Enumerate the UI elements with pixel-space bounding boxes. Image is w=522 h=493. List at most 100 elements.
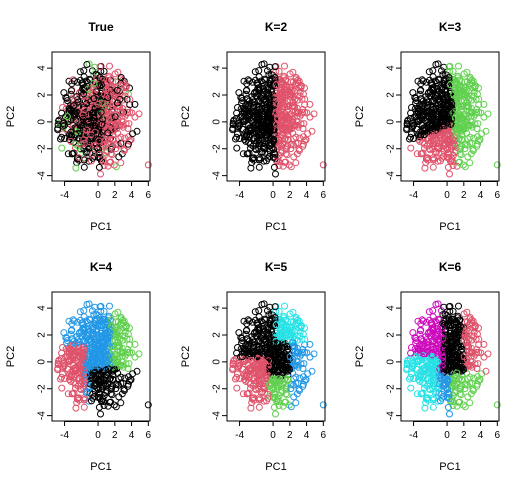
y-tick-label: -4 — [386, 171, 397, 180]
data-point — [466, 399, 474, 407]
data-point — [126, 335, 134, 343]
data-point — [101, 377, 109, 384]
x-tick-label: -4 — [235, 190, 244, 201]
data-point — [265, 79, 273, 87]
data-point — [64, 390, 72, 398]
data-point — [271, 63, 279, 71]
data-point — [287, 331, 295, 339]
data-point — [432, 366, 440, 374]
data-point — [91, 63, 99, 71]
data-point — [247, 116, 255, 124]
data-point — [69, 390, 77, 398]
data-point — [241, 346, 249, 354]
data-point — [456, 316, 464, 324]
data-point — [90, 357, 97, 365]
data-point — [242, 90, 250, 98]
data-point — [250, 394, 258, 402]
data-point — [80, 67, 88, 75]
data-point — [475, 95, 483, 103]
data-point — [266, 105, 274, 113]
data-point — [416, 330, 424, 338]
data-point — [247, 404, 255, 412]
data-point — [436, 132, 444, 140]
data-point — [79, 351, 87, 359]
data-point — [474, 120, 482, 128]
data-point — [243, 95, 251, 103]
data-point — [404, 116, 412, 124]
data-point — [234, 120, 242, 127]
data-point — [257, 131, 265, 139]
y-tick-label: 2 — [386, 92, 397, 98]
data-point — [438, 109, 446, 117]
data-point — [416, 87, 424, 95]
data-point — [59, 360, 67, 367]
data-point — [447, 360, 455, 368]
data-point — [238, 97, 246, 105]
data-point — [55, 356, 63, 364]
data-point — [442, 384, 450, 392]
data-point — [238, 353, 246, 361]
data-point — [106, 86, 114, 94]
data-point — [54, 121, 62, 128]
data-point — [116, 121, 124, 129]
data-point — [110, 116, 118, 123]
data-point — [270, 403, 278, 411]
x-tick-label: 2 — [287, 430, 293, 441]
data-point — [95, 366, 103, 374]
data-point — [431, 389, 439, 396]
data-point — [259, 380, 267, 388]
data-point — [95, 403, 103, 411]
data-point — [233, 384, 241, 392]
y-tick-label: 4 — [37, 65, 48, 71]
data-point — [310, 110, 318, 118]
data-point — [131, 340, 139, 348]
data-point — [94, 100, 102, 108]
data-point — [135, 110, 143, 118]
data-point — [95, 146, 103, 153]
data-point — [273, 360, 281, 368]
data-point — [96, 314, 104, 321]
data-point — [82, 389, 90, 396]
x-axis-label: PC1 — [265, 221, 286, 233]
data-point — [63, 113, 71, 121]
data-point — [265, 354, 273, 361]
y-tick-label: 0 — [212, 119, 223, 125]
x-tick-label: 6 — [321, 430, 327, 441]
data-point — [255, 307, 263, 315]
data-point — [269, 100, 277, 108]
data-point — [439, 117, 446, 125]
data-point — [76, 68, 84, 76]
x-tick-label: 6 — [321, 190, 327, 201]
data-point — [100, 382, 108, 389]
data-point — [294, 379, 302, 387]
x-tick-label: -4 — [235, 430, 244, 441]
data-point — [242, 377, 250, 385]
data-point — [131, 113, 139, 121]
data-point — [319, 161, 327, 169]
data-point — [91, 105, 99, 113]
data-point — [261, 75, 268, 83]
data-point — [230, 116, 238, 124]
data-point — [431, 149, 439, 156]
data-point — [420, 371, 428, 379]
data-point — [128, 349, 136, 357]
data-point — [75, 134, 83, 142]
data-point — [106, 62, 113, 70]
x-tick-label: -4 — [409, 430, 418, 441]
data-point — [245, 138, 253, 146]
data-point — [131, 353, 139, 361]
data-point — [473, 380, 481, 388]
y-tick-label: -4 — [386, 411, 397, 420]
data-point — [105, 356, 113, 364]
points — [54, 300, 152, 418]
data-point — [90, 95, 98, 103]
data-point — [81, 346, 89, 354]
data-point — [100, 158, 108, 165]
data-point — [301, 101, 309, 109]
data-point — [80, 140, 88, 147]
data-point — [448, 340, 456, 348]
data-point — [106, 100, 114, 107]
data-point — [79, 355, 87, 363]
data-point — [429, 90, 437, 98]
data-point — [465, 121, 473, 129]
